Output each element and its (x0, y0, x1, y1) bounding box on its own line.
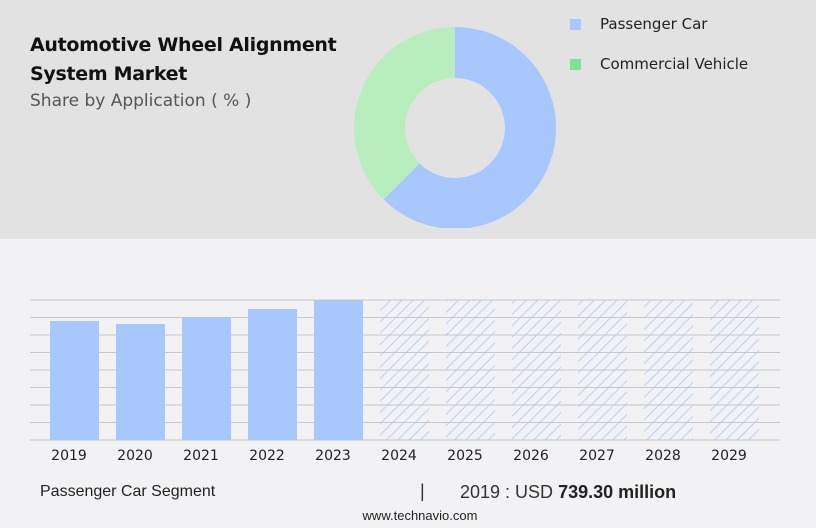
x-tick-label: 2027 (579, 448, 615, 464)
bar-2026-forecast (512, 300, 561, 440)
footer-separator: | (420, 481, 425, 501)
bar-2019 (50, 321, 99, 440)
chart-subtitle: Share by Application ( % ) (30, 91, 252, 111)
donut-slice-passenger-car (383, 27, 557, 228)
forecast-bars (380, 300, 759, 440)
legend-label: Passenger Car (600, 15, 708, 33)
legend: Passenger Car Commercial Vehicle (570, 14, 748, 94)
chart-title: Automotive Wheel Alignment System Market (30, 31, 337, 89)
legend-item-commercial-vehicle: Commercial Vehicle (570, 54, 748, 74)
donut-chart (354, 27, 557, 228)
source-url: www.technavio.com (362, 508, 478, 523)
legend-item-passenger-car: Passenger Car (570, 14, 748, 34)
bar-chart: 2019 2020 2021 2022 2023 2024 2025 2026 … (30, 299, 780, 464)
bar-2025-forecast (446, 300, 495, 440)
bar-2029-forecast (710, 300, 759, 440)
x-tick-label: 2028 (645, 448, 681, 464)
donut-slice-commercial-vehicle (354, 27, 455, 200)
x-tick-label: 2019 (51, 448, 87, 464)
x-axis-labels: 2019 2020 2021 2022 2023 2024 2025 2026 … (51, 448, 747, 464)
bar-2028-forecast (644, 300, 693, 440)
legend-swatch-icon (570, 58, 581, 70)
bar-2022 (248, 309, 297, 440)
segment-value-amount: 739.30 million (558, 482, 677, 502)
x-tick-label: 2025 (447, 448, 483, 464)
bar-2020 (116, 324, 165, 440)
x-tick-label: 2023 (315, 448, 351, 464)
bars (50, 300, 363, 440)
x-tick-label: 2021 (183, 448, 219, 464)
bar-2023 (314, 300, 363, 440)
title-line-2: System Market (30, 63, 188, 85)
x-tick-label: 2024 (381, 448, 417, 464)
segment-label: Passenger Car Segment (40, 483, 216, 500)
bar-2024-forecast (380, 300, 429, 440)
legend-swatch-icon (570, 18, 581, 30)
bar-2021 (182, 317, 231, 440)
legend-label: Commercial Vehicle (600, 55, 749, 73)
bar-2027-forecast (578, 300, 627, 440)
x-tick-label: 2029 (711, 448, 747, 464)
x-tick-label: 2026 (513, 448, 549, 464)
segment-value: 2019 : USD 739.30 million (460, 482, 676, 503)
segment-value-prefix: 2019 : USD (460, 482, 559, 502)
x-tick-label: 2022 (249, 448, 285, 464)
title-line-1: Automotive Wheel Alignment (30, 34, 337, 56)
x-tick-label: 2020 (117, 448, 153, 464)
